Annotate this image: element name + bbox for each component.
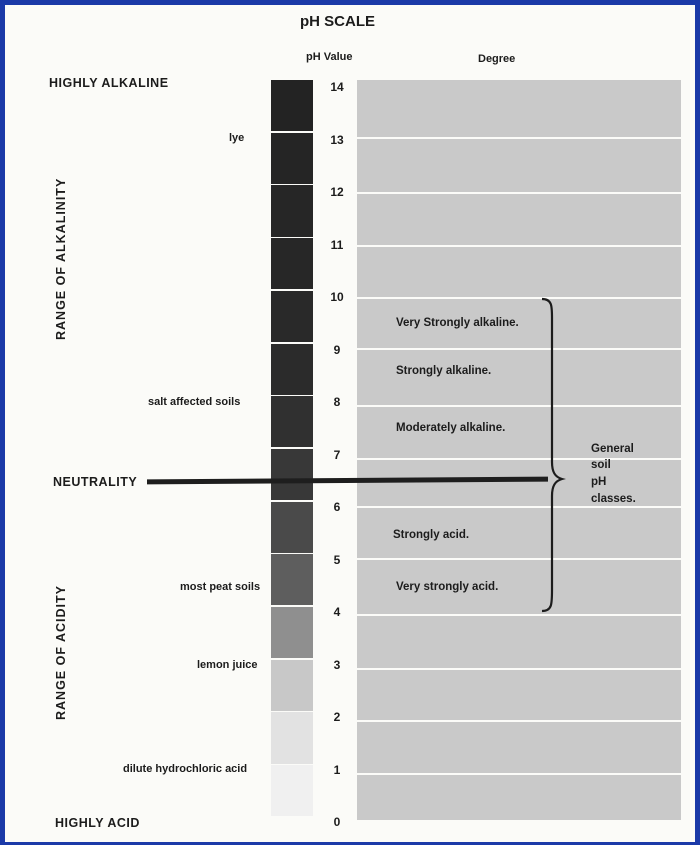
neutrality-label: NEUTRALITY bbox=[53, 475, 138, 489]
degree-very-strongly-alkaline: Very Strongly alkaline. bbox=[396, 317, 519, 329]
degree-band-divider bbox=[357, 297, 681, 299]
bracket-note-ph: pH bbox=[591, 476, 607, 488]
range-alkalinity-label: RANGE OF ALKALINITY bbox=[54, 177, 68, 340]
degree-band-divider bbox=[357, 558, 681, 560]
scale-segment bbox=[271, 238, 313, 290]
soil-classes-bracket bbox=[541, 297, 566, 613]
degree-strongly-alkaline: Strongly alkaline. bbox=[396, 365, 492, 377]
ph-value-number: 1 bbox=[333, 762, 341, 777]
degree-band-divider bbox=[357, 458, 681, 460]
ph-value-number: 2 bbox=[333, 710, 341, 724]
scale-segment bbox=[271, 80, 313, 132]
scale-segment bbox=[271, 290, 313, 342]
ph-value-number: 8 bbox=[333, 395, 341, 409]
degree-band-divider bbox=[357, 405, 681, 407]
bracket-note-general: General bbox=[591, 443, 634, 455]
scale-segment bbox=[271, 501, 313, 553]
degree-very-strongly-acid: Very strongly acid. bbox=[396, 581, 499, 593]
degree-band-divider bbox=[357, 192, 681, 194]
highly-acid-label: HIGHLY ACID bbox=[55, 816, 140, 830]
example-hydrochloric-acid: dilute hydrochloric acid bbox=[123, 763, 248, 775]
ph-value-number: 9 bbox=[333, 342, 341, 357]
ph-value-number: 10 bbox=[330, 290, 344, 304]
ph-value-number: 11 bbox=[330, 237, 344, 252]
chart-title: pH SCALE bbox=[300, 13, 375, 30]
ph-value-number: 7 bbox=[333, 447, 341, 462]
example-salt-affected-soils: salt affected soils bbox=[148, 396, 241, 408]
scale-segment bbox=[271, 765, 313, 817]
example-lemon-juice: lemon juice bbox=[197, 659, 258, 671]
scale-segment bbox=[271, 448, 313, 501]
bracket-note-classes: classes. bbox=[591, 493, 636, 505]
ph-value-number: 6 bbox=[333, 500, 341, 514]
degree-band-divider bbox=[357, 137, 681, 139]
ph-value-number: 14 bbox=[330, 80, 344, 94]
ph-value-number: 13 bbox=[330, 132, 344, 147]
scale-segment bbox=[271, 396, 313, 448]
scale-segment bbox=[271, 343, 313, 395]
ph-value-number: 5 bbox=[333, 552, 341, 567]
scale-segment bbox=[271, 659, 313, 711]
scale-segment bbox=[271, 607, 313, 659]
scale-segment bbox=[271, 712, 313, 764]
ph-value-header: pH Value bbox=[306, 51, 353, 63]
degree-band-divider bbox=[357, 348, 681, 350]
example-peat-soils: most peat soils bbox=[180, 581, 261, 593]
degree-band-divider bbox=[357, 773, 681, 775]
example-lye: lye bbox=[229, 132, 245, 144]
degree-band-divider bbox=[357, 506, 681, 508]
degree-header: Degree bbox=[478, 53, 516, 65]
bracket-note-soil: soil bbox=[591, 459, 611, 471]
degree-moderately-alkaline: Moderately alkaline. bbox=[396, 422, 506, 434]
ph-value-number: 12 bbox=[330, 185, 344, 199]
ph-value-number: 4 bbox=[333, 605, 341, 619]
scale-segment bbox=[271, 185, 313, 237]
degree-band-divider bbox=[357, 668, 681, 670]
degree-band-divider bbox=[357, 614, 681, 616]
scale-segment bbox=[271, 132, 313, 184]
degree-band-background bbox=[357, 80, 681, 820]
degree-band-divider bbox=[357, 245, 681, 247]
highly-alkaline-label: HIGHLY ALKALINE bbox=[49, 76, 169, 90]
degree-strongly-acid: Strongly acid. bbox=[393, 529, 470, 541]
ph-value-number: 0 bbox=[333, 815, 341, 829]
ph-value-number: 3 bbox=[333, 657, 341, 672]
scale-segment bbox=[271, 554, 313, 606]
degree-band-divider bbox=[357, 720, 681, 722]
range-acidity-label: RANGE OF ACIDITY bbox=[54, 585, 68, 720]
